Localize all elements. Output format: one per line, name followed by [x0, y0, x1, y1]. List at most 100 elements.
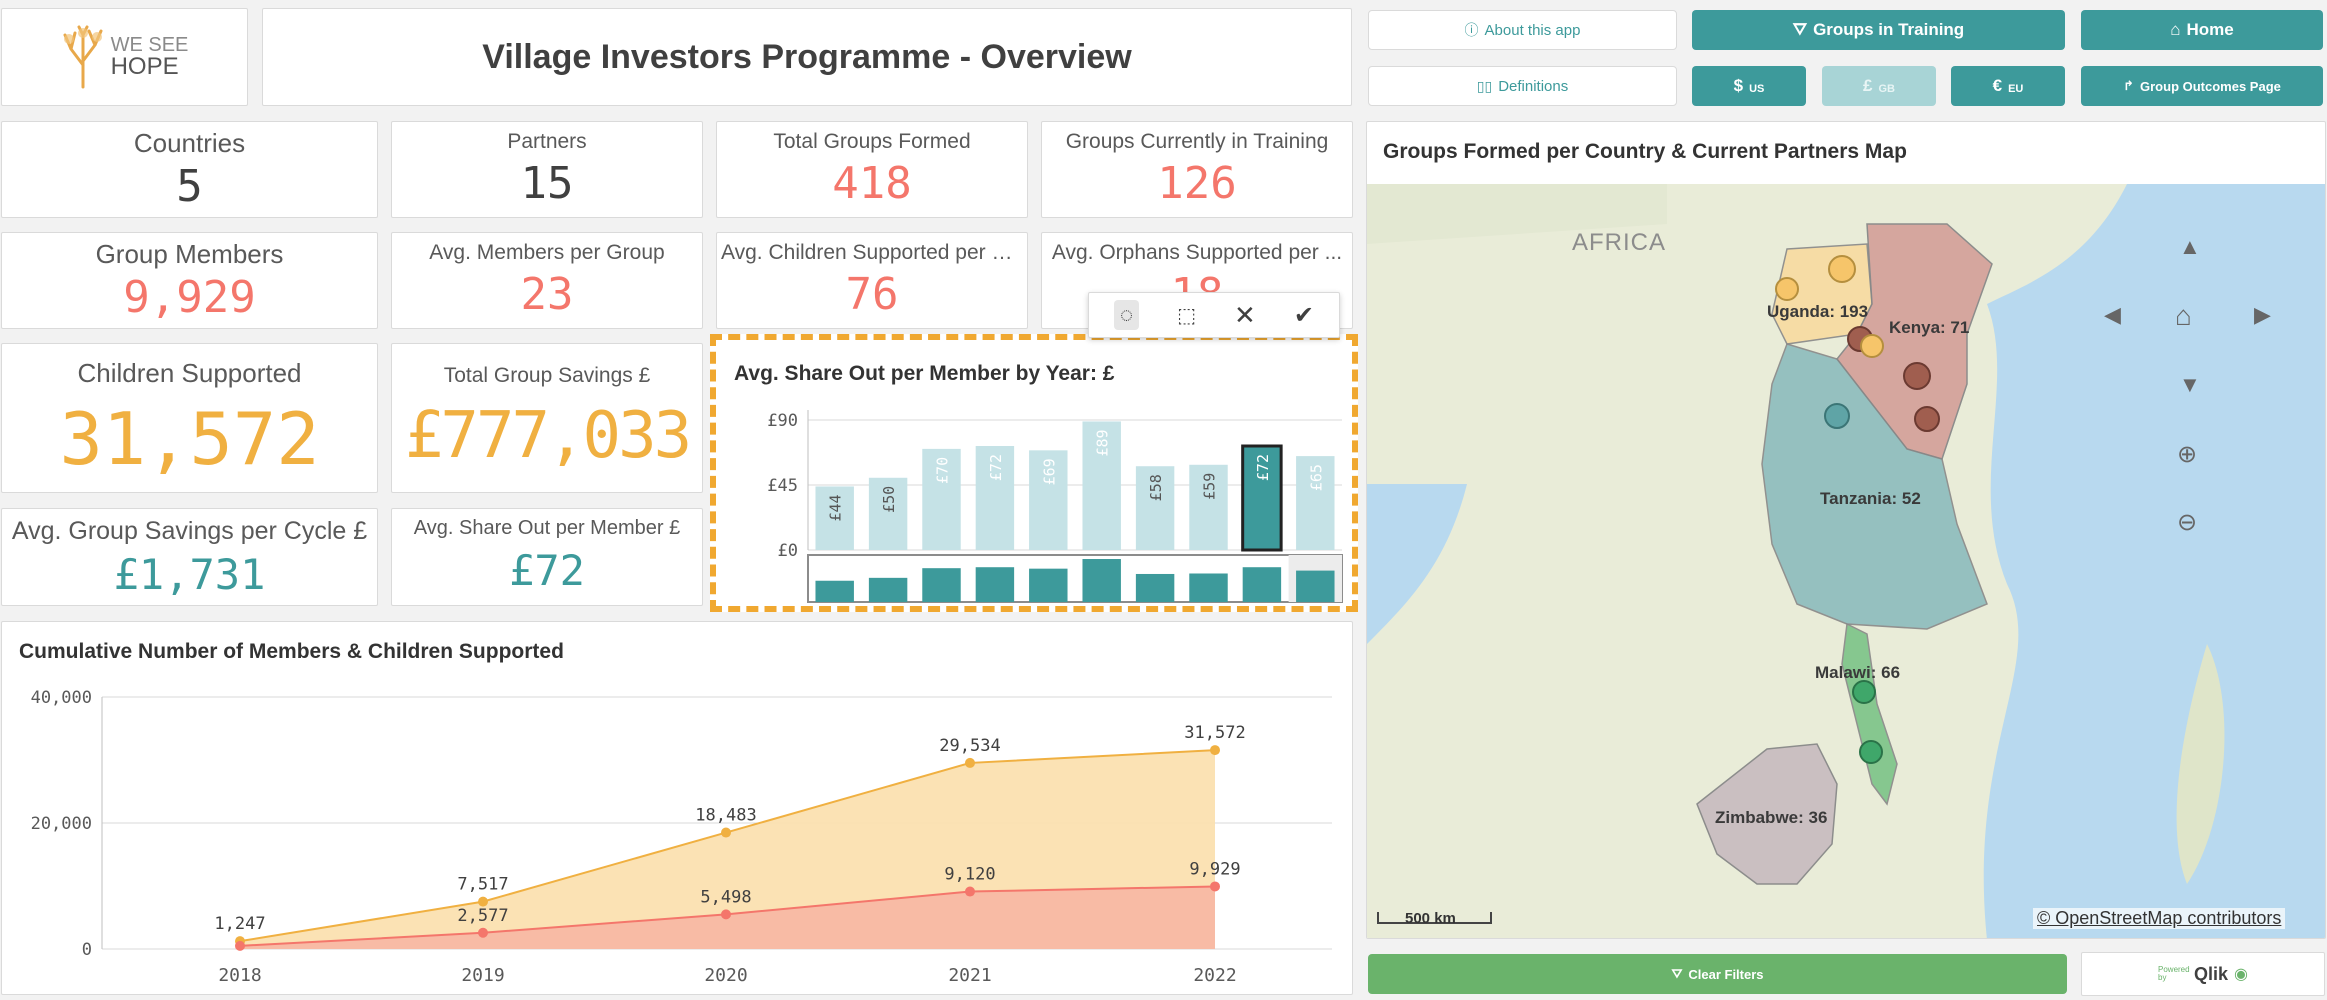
currency-usd-button[interactable]: $ US [1692, 66, 1806, 106]
pan-down-icon[interactable]: ▼ [2179, 372, 2201, 397]
data-label: 9,929 [1189, 859, 1240, 879]
kpi-countries[interactable]: Countries 5 [1, 121, 378, 218]
kpi-avg-share-out[interactable]: Avg. Share Out per Member £ £72 [391, 508, 703, 606]
about-app-button[interactable]: ⓘ About this app [1368, 10, 1677, 50]
pan-up-icon[interactable]: ▲ [2179, 234, 2201, 259]
partner-marker[interactable] [1914, 406, 1940, 432]
confirm-selection-icon[interactable]: ✔ [1293, 301, 1314, 329]
data-point[interactable] [235, 940, 245, 951]
pan-left-icon[interactable]: ◀ [2104, 302, 2121, 327]
kpi-group-members[interactable]: Group Members 9,929 [1, 232, 378, 329]
share-bar[interactable] [1189, 464, 1228, 550]
data-point[interactable] [721, 827, 731, 838]
zimbabwe-shape[interactable] [1696, 743, 1838, 885]
currency-eur-button[interactable]: € EU [1951, 66, 2065, 106]
filter-icon: ⛛ [1792, 20, 1808, 39]
gbp-symbol: £ [1863, 76, 1873, 95]
kpi-value: 126 [1157, 158, 1237, 209]
data-point[interactable] [1210, 881, 1220, 892]
zoom-in-icon[interactable]: ⊕ [2177, 441, 2198, 468]
data-point[interactable] [965, 886, 975, 897]
partner-marker[interactable] [1860, 334, 1884, 358]
cumulative-chart-panel[interactable]: Cumulative Number of Members & Children … [1, 621, 1353, 995]
x-tick-label: 2019 [461, 965, 504, 986]
data-point[interactable] [478, 896, 488, 907]
filter-clear-icon: ⛛ [1671, 966, 1683, 981]
map-panel[interactable]: Groups Formed per Country & Current Part… [1366, 121, 2326, 939]
share-bar[interactable] [815, 486, 854, 550]
map-attribution[interactable]: © OpenStreetMap contributors [2033, 908, 2286, 929]
kpi-label: Avg. Members per Group [429, 241, 665, 264]
partners-map[interactable] [1367, 184, 2325, 939]
qlik-logo: Qlik [2194, 963, 2229, 984]
kpi-total-groups[interactable]: Total Groups Formed 418 [716, 121, 1028, 218]
partner-marker[interactable] [1828, 255, 1856, 283]
kpi-label: Total Group Savings £ [443, 364, 651, 387]
share-bar[interactable] [922, 448, 961, 550]
mini-bar [1242, 567, 1282, 602]
home-button[interactable]: ⌂ Home [2081, 10, 2323, 50]
share-bar[interactable] [975, 446, 1015, 550]
bar-data-label: £69 [1040, 458, 1058, 485]
country-label-tanzania: Tanzania: 52 [1820, 489, 1921, 508]
y-tick-label: 0 [82, 940, 92, 960]
share-arrow-icon: ↱ [2123, 78, 2135, 93]
kpi-total-savings[interactable]: Total Group Savings £ £777,033 [391, 343, 703, 493]
share-out-bar-chart[interactable]: £90 £45 £0 £44 £50 £70 £72 £69 £89 £58 £59 £72 £65 [716, 340, 1352, 606]
share-bar[interactable] [1082, 421, 1121, 550]
kpi-children-supported[interactable]: Children Supported 31,572 [1, 343, 378, 493]
data-point[interactable] [1210, 745, 1220, 756]
share-out-chart-panel[interactable]: Avg. Share Out per Member by Year: £ £90… [710, 334, 1358, 612]
logo-line2: HOPE [110, 53, 179, 80]
tanzania-shape[interactable] [1761, 343, 1988, 630]
x-tick-label: 2020 [704, 965, 747, 986]
data-point[interactable] [965, 757, 975, 768]
clear-filters-button[interactable]: ⛛ Clear Filters [1368, 954, 2067, 994]
data-point[interactable] [478, 927, 488, 938]
mini-bar [868, 577, 908, 602]
mini-bar [1029, 568, 1068, 602]
share-bar[interactable] [868, 477, 908, 550]
selection-toolbar: ◌ ⬚ ✕ ✔ [1088, 292, 1340, 338]
share-bar[interactable] [1135, 466, 1175, 550]
share-bar[interactable] [1241, 444, 1283, 552]
kpi-value: £1,731 [113, 550, 266, 599]
home-view-icon[interactable]: ⌂ [2175, 300, 2192, 331]
share-bar[interactable] [1029, 450, 1068, 550]
clear-selection-icon[interactable]: ⬚ [1177, 304, 1196, 327]
tree-logo-icon [63, 25, 103, 89]
groups-in-training-button[interactable]: ⛛ Groups in Training [1692, 10, 2065, 50]
partner-marker[interactable] [1859, 740, 1883, 764]
gbp-sub: GB [1878, 83, 1895, 95]
partner-marker[interactable] [1824, 403, 1850, 429]
kpi-label: Groups Currently in Training [1065, 130, 1329, 153]
malawi-shape[interactable] [1841, 622, 1898, 806]
zoom-out-icon[interactable]: ⊖ [2177, 509, 2198, 536]
groups-in-training-label: Groups in Training [1813, 20, 1965, 39]
pan-right-icon[interactable]: ▶ [2254, 302, 2271, 327]
kpi-avg-savings-cycle[interactable]: Avg. Group Savings per Cycle £ £1,731 [1, 508, 378, 606]
cancel-selection-icon[interactable]: ✕ [1234, 299, 1256, 330]
kpi-value: £72 [509, 546, 585, 595]
share-bar[interactable] [1296, 456, 1335, 550]
cumulative-area-chart[interactable]: 40,000 20,000 0 1,247 7,517 18,483 29,534 31,57… [2, 622, 1352, 994]
kpi-avg-children[interactable]: Avg. Children Supported per G... 76 [716, 232, 1028, 329]
data-point[interactable] [721, 909, 731, 920]
kpi-groups-training[interactable]: Groups Currently in Training 126 [1041, 121, 1353, 218]
currency-gbp-button[interactable]: £ GB [1822, 66, 1936, 106]
kpi-partners[interactable]: Partners 15 [391, 121, 703, 218]
kpi-label: Total Groups Formed [773, 130, 971, 153]
definitions-button[interactable]: ▯▯ Definitions [1368, 66, 1677, 106]
partner-marker[interactable] [1903, 362, 1931, 390]
group-outcomes-button[interactable]: ↱ Group Outcomes Page [2081, 66, 2323, 106]
lasso-icon[interactable]: ◌ [1114, 300, 1140, 330]
y-tick-label: 20,000 [31, 814, 92, 834]
mini-bar [975, 567, 1015, 602]
kpi-label: Avg. Children Supported per G... [721, 241, 1026, 264]
powered-by-qlik[interactable]: Powered by Qlik ◉ [2081, 952, 2325, 996]
y-tick-label: 40,000 [31, 688, 92, 708]
kpi-avg-members[interactable]: Avg. Members per Group 23 [391, 232, 703, 329]
kpi-value: 418 [832, 158, 912, 209]
partner-marker[interactable] [1775, 277, 1799, 301]
partner-marker[interactable] [1852, 680, 1876, 704]
